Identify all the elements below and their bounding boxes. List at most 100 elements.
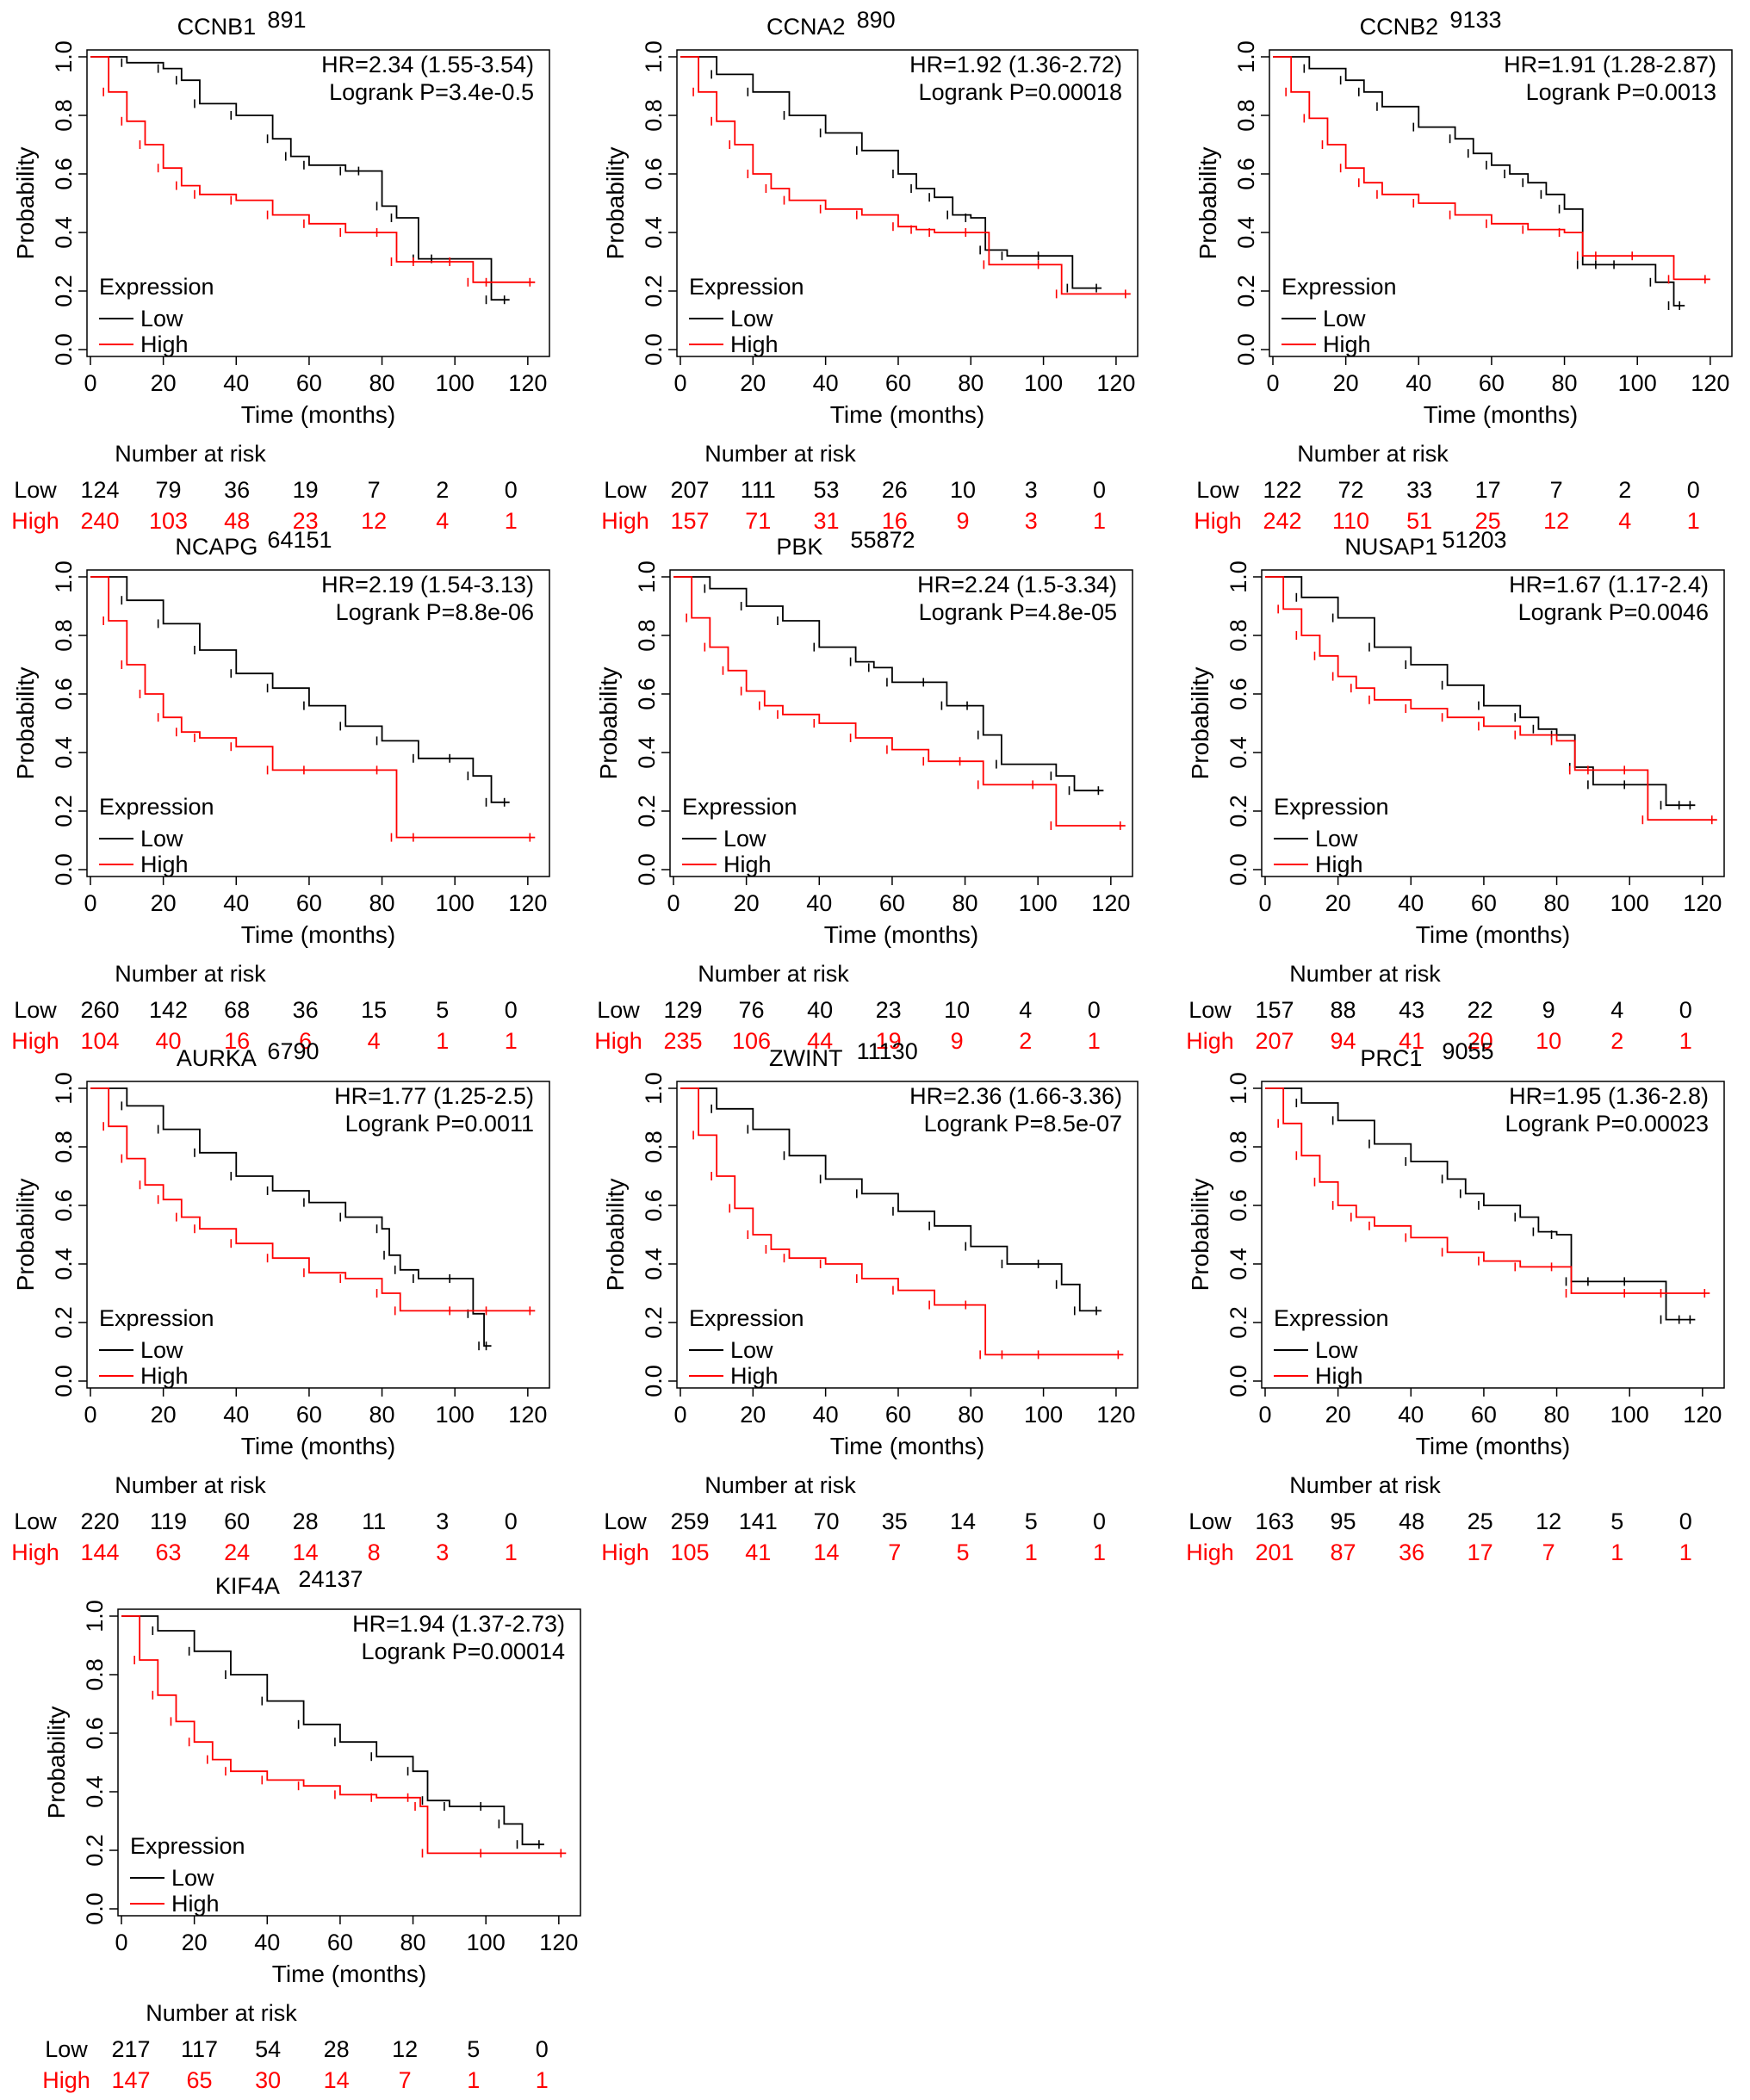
risk-table-title: Number at risk [1297, 441, 1449, 467]
x-tick-label: 0 [84, 1402, 96, 1428]
logrank-text: Logrank P=0.0011 [345, 1111, 534, 1137]
low-expression-curve [90, 1087, 492, 1347]
risk-low-value: 5 [1025, 1508, 1038, 1534]
risk-low-value: 43 [1399, 997, 1424, 1023]
risk-low-value: 2 [436, 477, 449, 503]
x-tick-label: 120 [1096, 1402, 1135, 1428]
risk-high-value: 4 [436, 508, 449, 534]
risk-high-value: 40 [156, 1028, 182, 1054]
risk-high-value: 157 [670, 508, 709, 534]
risk-low-value: 117 [181, 2036, 218, 2062]
risk-low-value: 36 [224, 477, 250, 503]
probe-id: 55872 [850, 527, 915, 553]
y-axis-label: Probability [602, 147, 629, 260]
y-tick-label: 0.2 [1226, 795, 1251, 827]
legend-high-label: High [140, 1363, 189, 1389]
risk-low-label: Low [1196, 477, 1239, 503]
x-tick-label: 40 [223, 890, 249, 916]
legend-title: Expression [689, 274, 804, 300]
risk-high-value: 71 [745, 508, 771, 534]
x-tick-label: 120 [508, 370, 547, 396]
y-tick-label: 1.0 [634, 561, 660, 593]
risk-low-value: 157 [1255, 997, 1294, 1023]
risk-high-value: 3 [436, 1539, 449, 1565]
x-tick-label: 0 [1266, 370, 1279, 396]
y-tick-label: 1.0 [641, 40, 667, 73]
risk-low-label: Low [604, 1508, 647, 1534]
x-tick-label: 80 [1552, 370, 1578, 396]
y-tick-label: 0.4 [641, 216, 667, 249]
risk-low-value: 0 [1687, 477, 1700, 503]
x-tick-label: 60 [1471, 1402, 1497, 1428]
logrank-text: Logrank P=4.8e-05 [919, 599, 1117, 625]
x-tick-label: 60 [327, 1930, 353, 1955]
y-tick-label: 0.2 [51, 795, 77, 827]
risk-low-value: 26 [882, 477, 908, 503]
x-tick-label: 80 [958, 1402, 984, 1428]
risk-low-value: 0 [505, 1508, 518, 1534]
y-axis-label: Probability [12, 147, 39, 260]
risk-low-value: 259 [670, 1508, 709, 1534]
legend-low-label: Low [1315, 826, 1358, 852]
risk-high-value: 63 [156, 1539, 182, 1565]
x-tick-label: 0 [84, 890, 96, 916]
y-tick-label: 0.4 [1226, 736, 1251, 769]
y-tick-label: 0.0 [51, 333, 77, 366]
risk-high-value: 7 [1542, 1539, 1555, 1565]
y-tick-label: 0.8 [1233, 99, 1259, 132]
x-tick-label: 80 [1544, 890, 1570, 916]
risk-low-value: 36 [293, 997, 319, 1023]
risk-high-value: 201 [1255, 1539, 1294, 1565]
x-tick-label: 60 [1471, 890, 1497, 916]
risk-high-value: 8 [368, 1539, 381, 1565]
risk-low-value: 25 [1468, 1508, 1493, 1534]
risk-low-value: 28 [324, 2036, 350, 2062]
hazard-ratio-text: HR=1.67 (1.17-2.4) [1509, 572, 1709, 598]
y-tick-label: 0.0 [1233, 333, 1259, 366]
risk-low-value: 7 [1550, 477, 1563, 503]
x-axis-label: Time (months) [241, 1433, 395, 1459]
risk-high-value: 235 [663, 1028, 702, 1054]
x-tick-label: 120 [508, 1402, 547, 1428]
y-tick-label: 0.4 [51, 1248, 77, 1280]
x-tick-label: 40 [254, 1930, 280, 1955]
y-tick-label: 0.0 [641, 333, 667, 366]
risk-low-value: 72 [1338, 477, 1364, 503]
plot-frame [86, 1081, 550, 1389]
risk-high-value: 12 [1543, 508, 1569, 534]
risk-low-value: 129 [663, 997, 702, 1023]
legend-high-label: High [140, 852, 189, 877]
legend-title: Expression [99, 794, 214, 820]
hazard-ratio-text: HR=2.24 (1.5-3.34) [917, 572, 1117, 598]
risk-low-label: Low [597, 997, 640, 1023]
legend-high-label: High [171, 1891, 220, 1917]
risk-low-label: Low [1188, 1508, 1232, 1534]
risk-high-value: 1 [436, 1028, 449, 1054]
probe-id: 11130 [857, 1038, 918, 1064]
risk-high-value: 2 [1019, 1028, 1032, 1054]
risk-high-value: 207 [1255, 1028, 1294, 1054]
y-axis-label: Probability [12, 667, 39, 780]
risk-low-value: 111 [741, 477, 776, 503]
risk-high-value: 17 [1468, 1539, 1493, 1565]
x-axis-label: Time (months) [824, 921, 978, 948]
y-tick-label: 0.2 [634, 795, 660, 827]
x-axis-label: Time (months) [241, 921, 395, 948]
probe-id: 9133 [1449, 7, 1501, 33]
risk-high-label: High [11, 1539, 59, 1565]
risk-high-value: 14 [293, 1539, 319, 1565]
risk-low-label: Low [1188, 997, 1232, 1023]
y-tick-label: 0.2 [82, 1834, 108, 1867]
y-tick-label: 0.0 [634, 853, 660, 886]
hazard-ratio-text: HR=2.36 (1.66-3.36) [909, 1083, 1122, 1109]
risk-low-value: 260 [80, 997, 119, 1023]
risk-high-value: 9 [951, 1028, 964, 1054]
legend-title: Expression [1281, 274, 1397, 300]
x-tick-label: 100 [1019, 890, 1058, 916]
high-expression-curve [1265, 576, 1717, 821]
risk-high-value: 1 [1610, 1539, 1623, 1565]
